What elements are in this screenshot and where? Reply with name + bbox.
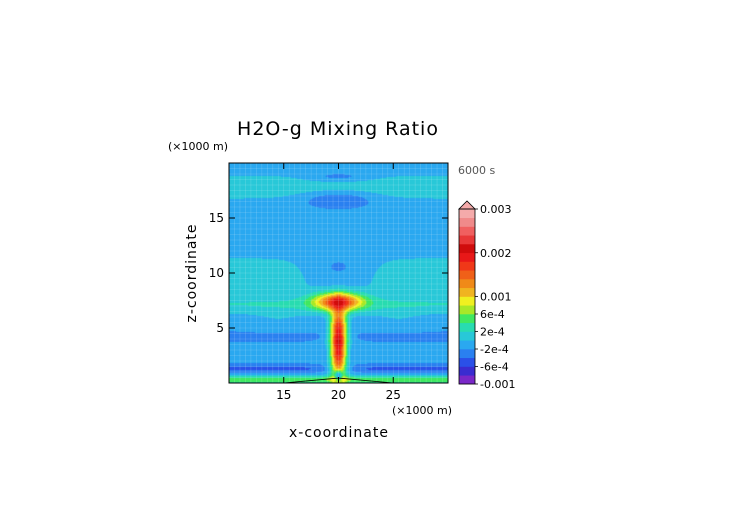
colorbar-swatch <box>459 375 475 385</box>
colorbar-swatch <box>459 305 475 315</box>
y-tick-label: 15 <box>209 211 224 225</box>
chart-title: H2O-g Mixing Ratio <box>237 118 439 140</box>
colorbar-tick-label: 0.002 <box>480 247 512 260</box>
y-axis-label: z-coordinate <box>184 223 200 322</box>
y-tick-label: 5 <box>216 321 224 335</box>
y-axis-ticks: 5 10 15 <box>209 211 448 335</box>
colorbar-tick-label: 6e-4 <box>480 308 505 321</box>
colorbar-swatch <box>459 366 475 376</box>
colorbar-swatch <box>459 235 475 245</box>
colorbar-swatch <box>459 226 475 236</box>
colorbar-swatch <box>459 331 475 341</box>
colorbar-tick-label: 0.001 <box>480 291 512 304</box>
colorbar-swatch <box>459 314 475 324</box>
y-tick-label: 10 <box>209 266 224 280</box>
colorbar-tick-label: 2e-4 <box>480 326 505 339</box>
colorbar: 0.003 0.002 0.001 6e-4 2e-4 -2e-4 -6e-4 -0.001 <box>458 200 515 391</box>
colorbar-swatch <box>459 340 475 350</box>
colorbar-tick-label: -2e-4 <box>480 343 509 356</box>
colorbar-tick-label: 0.003 <box>480 203 512 216</box>
time-label: 6000 s <box>458 164 495 177</box>
colorbar-swatch <box>459 322 475 332</box>
colorbar-swatch <box>459 244 475 254</box>
contour-plot-area <box>228 162 449 384</box>
colorbar-swatch <box>459 217 475 227</box>
colorbar-swatch <box>459 270 475 280</box>
colorbar-swatch <box>459 357 475 367</box>
colorbar-extend-arrow <box>458 200 476 210</box>
x-unit-label: (×1000 m) <box>392 404 452 417</box>
colorbar-swatch <box>459 279 475 289</box>
y-unit-label: (×1000 m) <box>168 140 228 153</box>
x-tick-label: 20 <box>331 388 346 402</box>
x-tick-label: 15 <box>276 388 291 402</box>
model-grid <box>228 162 449 384</box>
colorbar-tick-label: -0.001 <box>480 378 515 391</box>
colorbar-swatch <box>459 252 475 262</box>
x-axis-ticks: 15 20 25 <box>276 163 401 402</box>
colorbar-swatch <box>459 349 475 359</box>
x-axis-label: x-coordinate <box>289 425 389 441</box>
x-tick-label: 25 <box>386 388 401 402</box>
colorbar-swatch <box>459 296 475 306</box>
colorbar-swatch <box>459 261 475 271</box>
field-image <box>229 163 448 383</box>
colorbar-swatch <box>459 287 475 297</box>
colorbar-tick-label: -6e-4 <box>480 361 509 374</box>
colorbar-swatch <box>459 209 475 219</box>
